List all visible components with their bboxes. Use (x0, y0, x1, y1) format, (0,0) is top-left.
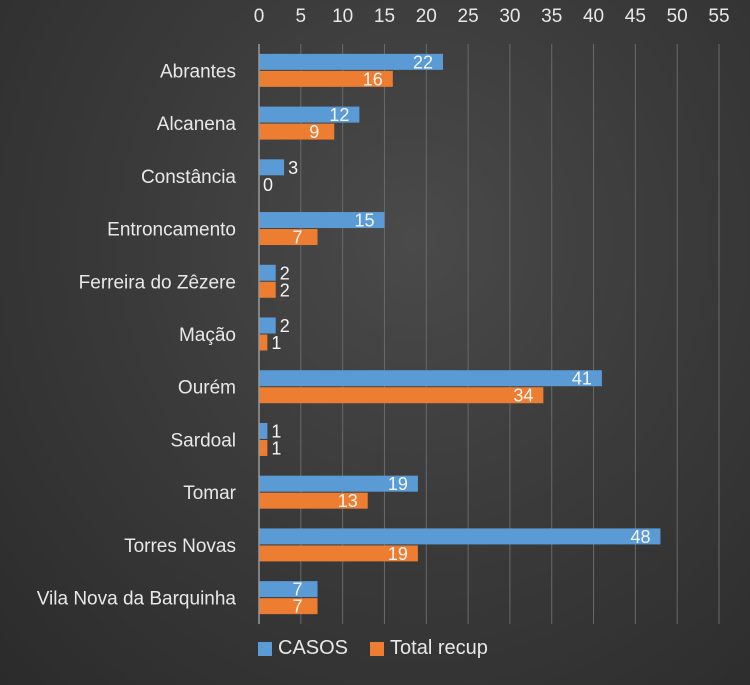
bar-total-recup (259, 387, 544, 404)
data-label-total-recup: 0 (263, 175, 273, 195)
data-label-total-recup: 13 (338, 491, 358, 511)
x-tick-label: 25 (458, 6, 479, 27)
data-label-total-recup: 2 (280, 280, 290, 300)
legend-swatch-casos (258, 641, 272, 656)
x-tick-label: 55 (708, 6, 729, 27)
category-labels: Abrantes Alcanena Constância Entroncamento F… (37, 61, 237, 609)
x-tick-label: 50 (667, 6, 688, 27)
bar-total-recup (259, 492, 368, 509)
bar-total-recup (259, 123, 335, 140)
bar-total-recup (259, 281, 276, 298)
x-tick-label: 40 (583, 6, 604, 27)
bar-casos (259, 317, 276, 334)
grid-lines (300, 44, 720, 624)
x-tick-label: 10 (332, 6, 353, 27)
data-label-casos: 3 (288, 158, 298, 178)
bar-total-recup (259, 545, 418, 562)
data-label-total-recup: 16 (363, 69, 383, 89)
category-label: Sardoal (171, 430, 237, 451)
category-label: Constância (141, 167, 236, 188)
data-label-casos: 19 (388, 474, 408, 494)
legend-label-total-recup: Total recup (390, 637, 488, 659)
data-label-total-recup: 1 (271, 333, 281, 353)
x-axis-ticks: 0 5 10 15 20 25 30 35 40 45 50 55 (254, 6, 730, 27)
bar-casos (259, 581, 318, 598)
category-label: Torres Novas (124, 536, 236, 557)
data-label-casos: 2 (280, 316, 290, 336)
bar-total-recup (259, 229, 318, 246)
bar-casos (259, 528, 661, 545)
bar-casos (259, 212, 385, 229)
bar-casos (259, 370, 602, 387)
category-label: Tomar (183, 483, 236, 504)
x-tick-label: 45 (625, 6, 646, 27)
bar-casos (259, 159, 285, 176)
data-label-total-recup: 1 (271, 438, 281, 458)
x-tick-label: 15 (374, 6, 395, 27)
category-label: Entroncamento (107, 220, 236, 241)
x-tick-label: 5 (296, 6, 307, 27)
data-label-casos: 2 (280, 263, 290, 283)
legend-item-casos: CASOS (258, 637, 348, 660)
data-label-total-recup: 19 (388, 544, 408, 564)
bar-casos (259, 475, 418, 492)
x-tick-label: 20 (416, 6, 437, 27)
bar-total-recup (259, 70, 393, 87)
legend: CASOS Total recup (258, 637, 488, 660)
bar-casos (259, 106, 360, 123)
category-label: Alcanena (157, 114, 237, 135)
data-label-total-recup: 7 (293, 228, 303, 248)
data-label-casos: 22 (413, 52, 433, 72)
x-tick-label: 35 (541, 6, 562, 27)
bar-casos (259, 264, 276, 281)
data-label-total-recup: 7 (293, 597, 303, 617)
bar-casos (259, 53, 443, 70)
x-tick-label: 30 (499, 6, 520, 27)
data-label-casos: 41 (572, 369, 592, 389)
bar-total-recup (259, 598, 318, 615)
data-label-total-recup: 34 (513, 386, 533, 406)
data-label-casos: 48 (630, 527, 650, 547)
legend-label-casos: CASOS (278, 637, 349, 659)
category-label: Vila Nova da Barquinha (37, 589, 237, 610)
category-label: Mação (179, 325, 236, 346)
bar-total-recup (259, 439, 268, 456)
data-label-total-recup: 9 (309, 122, 319, 142)
data-label-casos: 1 (271, 421, 281, 441)
data-label-casos: 12 (329, 105, 349, 125)
data-label-casos: 15 (354, 211, 374, 231)
category-label: Abrantes (160, 61, 236, 82)
data-label-casos: 7 (293, 580, 303, 600)
x-tick-label: 0 (254, 6, 265, 27)
category-label: Ferreira do Zêzere (79, 272, 236, 293)
legend-item-total-recup: Total recup (370, 637, 488, 660)
bar-total-recup (259, 334, 268, 351)
legend-swatch-total-recup (370, 641, 385, 656)
category-label: Ourém (178, 378, 236, 399)
bar-casos (259, 422, 268, 439)
